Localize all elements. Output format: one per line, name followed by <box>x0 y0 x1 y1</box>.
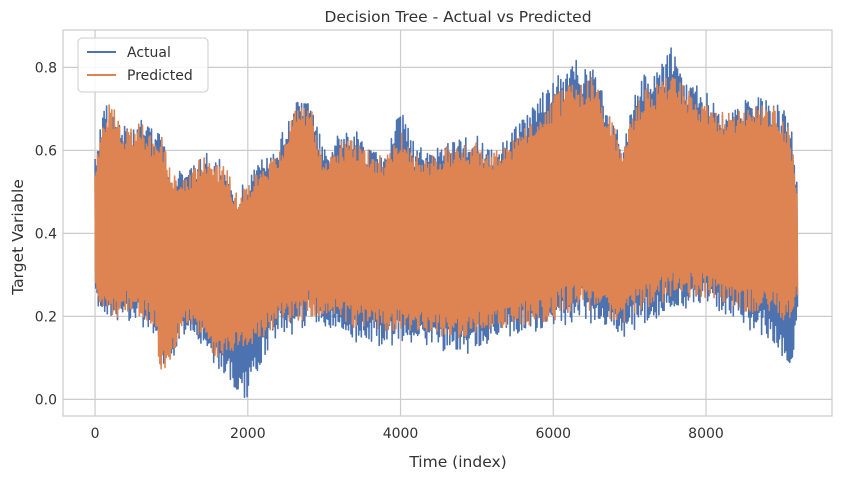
y-axis-title: Target Variable <box>9 179 27 296</box>
series-line-predicted <box>94 77 799 370</box>
series-layer <box>94 47 799 398</box>
chart-title: Decision Tree - Actual vs Predicted <box>324 8 591 26</box>
y-tick-label: 0.8 <box>35 60 57 76</box>
y-tick-label: 0.4 <box>35 226 57 242</box>
x-tick-label: 0 <box>91 426 100 442</box>
plot-area <box>62 29 833 417</box>
x-tick-label: 8000 <box>688 426 724 442</box>
y-tick-label: 0.2 <box>35 309 57 325</box>
plot-frame <box>62 29 833 417</box>
legend-label-predicted: Predicted <box>127 68 193 84</box>
x-tick-label: 2000 <box>230 426 266 442</box>
y-tick-label: 0.0 <box>35 392 57 408</box>
x-tick-label: 4000 <box>383 426 419 442</box>
y-tick-label: 0.6 <box>35 143 57 159</box>
x-axis-title: Time (index) <box>408 453 506 471</box>
legend-label-actual: Actual <box>127 45 171 61</box>
x-tick-label: 6000 <box>535 426 571 442</box>
legend: Actual Predicted <box>77 37 209 93</box>
x-axis-ticks: 0 2000 4000 6000 8000 <box>91 426 724 442</box>
y-axis-ticks: 0.0 0.2 0.4 0.6 0.8 <box>35 60 57 408</box>
